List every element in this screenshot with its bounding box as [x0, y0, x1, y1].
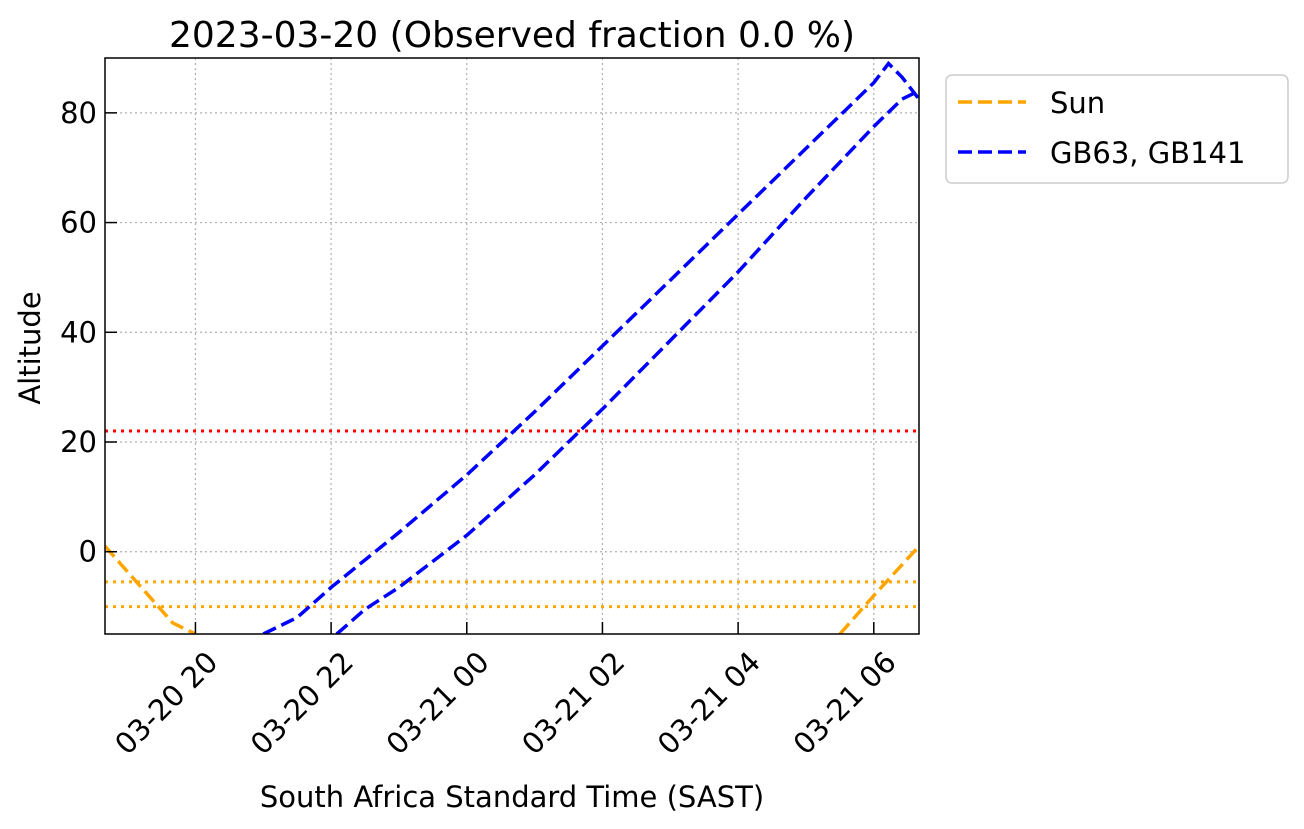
x-tick-label: 03-21 02	[515, 645, 631, 761]
series-lines	[105, 60, 919, 634]
y-axis-label: Altitude	[13, 291, 47, 404]
y-tick-label: 0	[79, 535, 97, 569]
target-altitude-line	[262, 60, 919, 634]
sun-altitude-line	[105, 545, 197, 634]
legend: Sun GB63, GB141	[945, 74, 1289, 184]
y-tick-label: 60	[60, 206, 97, 240]
x-tick-label: 03-20 22	[244, 645, 360, 761]
legend-target-label: GB63, GB141	[1050, 136, 1245, 170]
y-tick-label: 40	[60, 315, 97, 349]
axis-ticks: 03-20 20 03-20 22 03-21 00 03-21 02 03-21 04…	[60, 96, 903, 761]
x-tick-label: 03-21 04	[651, 645, 767, 761]
target-altitude-line	[335, 89, 919, 634]
chart-title: 2023-03-20 (Observed fraction 0.0 %)	[169, 15, 855, 56]
y-tick-label: 80	[60, 96, 97, 130]
reference-lines	[105, 429, 919, 609]
sun-altitude-line	[838, 545, 919, 634]
grid-lines	[105, 58, 919, 634]
plot-frame	[104, 57, 920, 635]
legend-sun-label: Sun	[1050, 86, 1105, 120]
y-tick-label: 20	[60, 425, 97, 459]
x-tick-label: 03-21 00	[379, 645, 495, 761]
x-tick-label: 03-21 06	[786, 645, 902, 761]
legend-box	[945, 74, 1289, 184]
x-tick-label: 03-20 20	[108, 645, 224, 761]
x-axis-label: South Africa Standard Time (SAST)	[260, 780, 764, 814]
